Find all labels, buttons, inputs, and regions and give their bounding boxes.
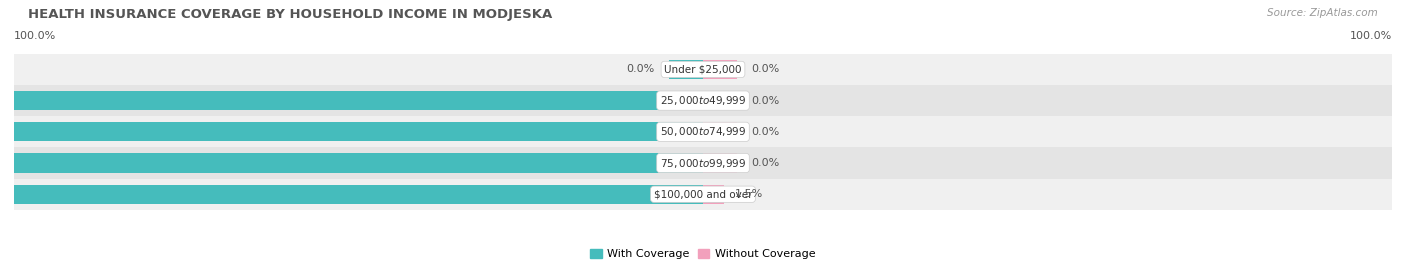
Bar xyxy=(14,85,1392,116)
Text: 0.0%: 0.0% xyxy=(751,95,779,106)
Bar xyxy=(703,91,738,110)
Text: HEALTH INSURANCE COVERAGE BY HOUSEHOLD INCOME IN MODJESKA: HEALTH INSURANCE COVERAGE BY HOUSEHOLD I… xyxy=(28,8,553,21)
Text: 0.0%: 0.0% xyxy=(751,127,779,137)
Text: 100.0%: 100.0% xyxy=(14,31,56,41)
Bar xyxy=(14,116,1392,147)
Bar xyxy=(703,185,724,204)
Bar xyxy=(703,122,738,141)
Text: 0.0%: 0.0% xyxy=(627,64,655,75)
Bar xyxy=(14,54,1392,85)
Bar xyxy=(703,153,738,173)
Text: Source: ZipAtlas.com: Source: ZipAtlas.com xyxy=(1267,8,1378,18)
Text: $50,000 to $74,999: $50,000 to $74,999 xyxy=(659,125,747,138)
Bar xyxy=(0,91,703,110)
Bar xyxy=(669,60,703,79)
Text: $25,000 to $49,999: $25,000 to $49,999 xyxy=(659,94,747,107)
Legend: With Coverage, Without Coverage: With Coverage, Without Coverage xyxy=(586,244,820,264)
Bar xyxy=(0,185,703,204)
Text: 100.0%: 100.0% xyxy=(1350,31,1392,41)
Text: 0.0%: 0.0% xyxy=(751,64,779,75)
Bar xyxy=(14,147,1392,179)
Text: $75,000 to $99,999: $75,000 to $99,999 xyxy=(659,157,747,169)
Text: $100,000 and over: $100,000 and over xyxy=(654,189,752,199)
Bar xyxy=(0,122,703,141)
Text: 1.5%: 1.5% xyxy=(735,189,763,199)
Text: Under $25,000: Under $25,000 xyxy=(664,64,742,75)
Bar xyxy=(14,179,1392,210)
Bar xyxy=(703,60,738,79)
Bar xyxy=(0,153,703,173)
Text: 0.0%: 0.0% xyxy=(751,158,779,168)
